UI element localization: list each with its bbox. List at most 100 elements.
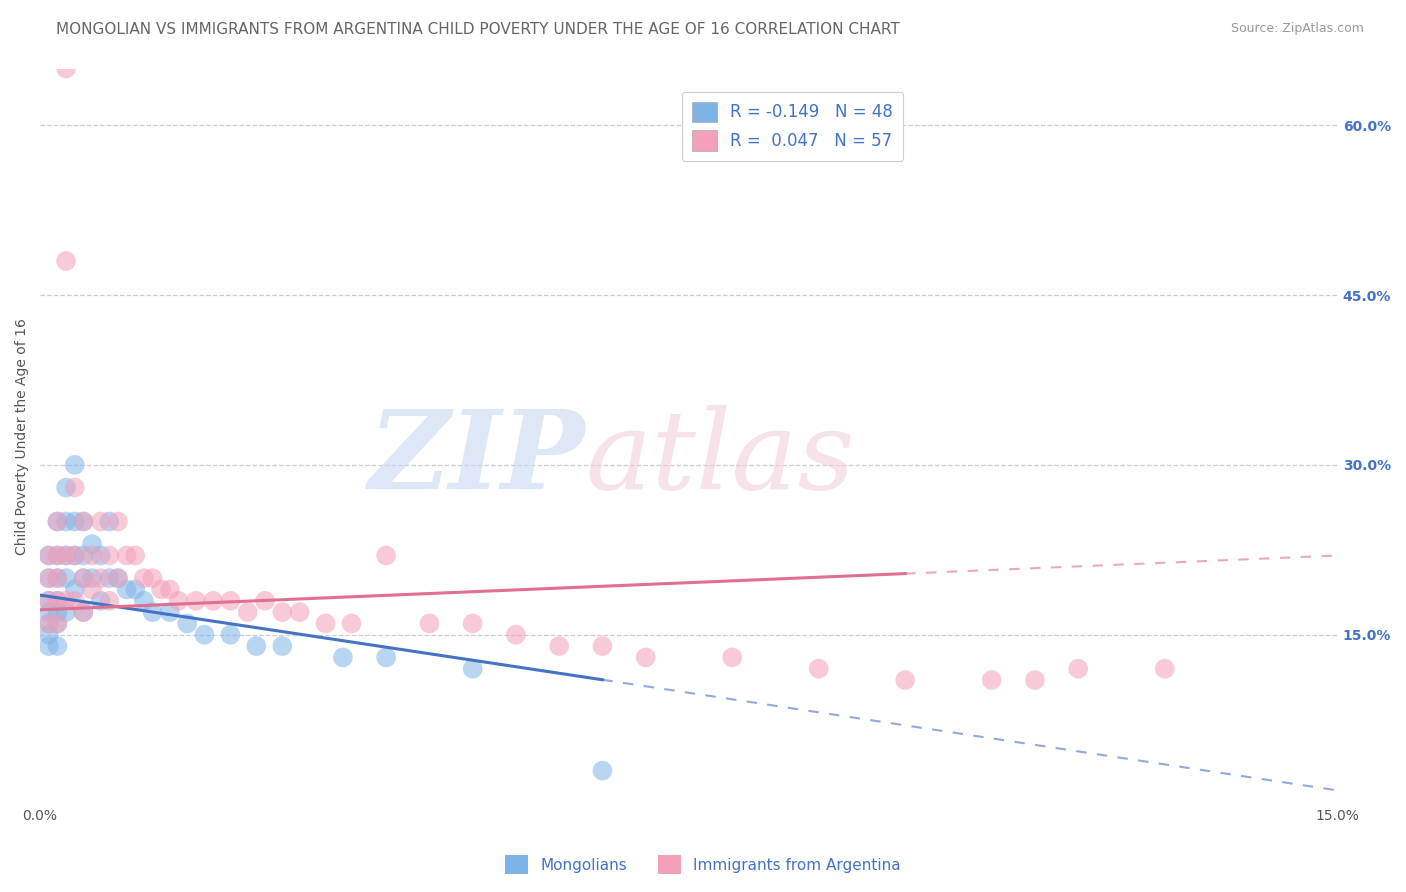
Point <box>1153 662 1175 676</box>
Point <box>38 549 60 563</box>
Point <box>505 628 527 642</box>
Point <box>46 571 69 585</box>
Point <box>72 605 94 619</box>
Point <box>80 582 103 597</box>
Point <box>245 639 267 653</box>
Text: MONGOLIAN VS IMMIGRANTS FROM ARGENTINA CHILD POVERTY UNDER THE AGE OF 16 CORRELA: MONGOLIAN VS IMMIGRANTS FROM ARGENTINA C… <box>56 22 900 37</box>
Point <box>38 571 60 585</box>
Point <box>46 515 69 529</box>
Point <box>38 594 60 608</box>
Point <box>38 616 60 631</box>
Point <box>72 549 94 563</box>
Point <box>63 515 86 529</box>
Point <box>80 571 103 585</box>
Text: atlas: atlas <box>585 405 855 512</box>
Point <box>124 582 146 597</box>
Point <box>288 605 311 619</box>
Point <box>219 628 242 642</box>
Point <box>55 515 77 529</box>
Point <box>461 662 484 676</box>
Point <box>38 549 60 563</box>
Point <box>142 571 165 585</box>
Point <box>548 639 571 653</box>
Point <box>46 616 69 631</box>
Point <box>107 571 129 585</box>
Point <box>90 594 112 608</box>
Point <box>72 515 94 529</box>
Point <box>46 605 69 619</box>
Point <box>46 616 69 631</box>
Point <box>236 605 259 619</box>
Point <box>55 605 77 619</box>
Point <box>63 549 86 563</box>
Point <box>63 549 86 563</box>
Point <box>72 605 94 619</box>
Point <box>38 639 60 653</box>
Point <box>591 639 613 653</box>
Point <box>107 515 129 529</box>
Point <box>721 650 744 665</box>
Point <box>46 594 69 608</box>
Point <box>46 549 69 563</box>
Point <box>72 571 94 585</box>
Text: ZIP: ZIP <box>368 405 585 512</box>
Point <box>38 605 60 619</box>
Point <box>38 628 60 642</box>
Point <box>167 594 190 608</box>
Point <box>332 650 354 665</box>
Point <box>271 639 294 653</box>
Point <box>55 571 77 585</box>
Point <box>107 571 129 585</box>
Point <box>315 616 337 631</box>
Point <box>254 594 277 608</box>
Legend: R = -0.149   N = 48, R =  0.047   N = 57: R = -0.149 N = 48, R = 0.047 N = 57 <box>682 92 903 161</box>
Point <box>98 515 121 529</box>
Point <box>98 594 121 608</box>
Point <box>418 616 440 631</box>
Point <box>38 616 60 631</box>
Point <box>55 594 77 608</box>
Y-axis label: Child Poverty Under the Age of 16: Child Poverty Under the Age of 16 <box>15 318 30 555</box>
Point <box>72 515 94 529</box>
Point <box>72 571 94 585</box>
Point <box>1067 662 1090 676</box>
Point <box>193 628 215 642</box>
Point <box>55 481 77 495</box>
Point <box>63 481 86 495</box>
Point <box>55 254 77 268</box>
Point <box>132 594 155 608</box>
Point <box>80 537 103 551</box>
Point <box>55 62 77 76</box>
Point <box>90 549 112 563</box>
Point <box>1024 673 1046 687</box>
Point <box>115 549 138 563</box>
Point <box>46 594 69 608</box>
Point <box>98 571 121 585</box>
Point <box>150 582 173 597</box>
Point <box>894 673 917 687</box>
Point <box>115 582 138 597</box>
Point <box>90 515 112 529</box>
Point <box>142 605 165 619</box>
Point <box>184 594 207 608</box>
Point <box>591 764 613 778</box>
Point <box>271 605 294 619</box>
Point <box>38 571 60 585</box>
Point <box>63 594 86 608</box>
Point <box>46 571 69 585</box>
Point <box>46 549 69 563</box>
Point <box>55 549 77 563</box>
Text: Source: ZipAtlas.com: Source: ZipAtlas.com <box>1230 22 1364 36</box>
Point <box>340 616 363 631</box>
Point <box>202 594 225 608</box>
Point <box>219 594 242 608</box>
Point <box>80 549 103 563</box>
Point <box>46 639 69 653</box>
Point <box>90 571 112 585</box>
Point <box>55 549 77 563</box>
Point <box>634 650 657 665</box>
Point <box>980 673 1002 687</box>
Point <box>98 549 121 563</box>
Point <box>132 571 155 585</box>
Point <box>46 515 69 529</box>
